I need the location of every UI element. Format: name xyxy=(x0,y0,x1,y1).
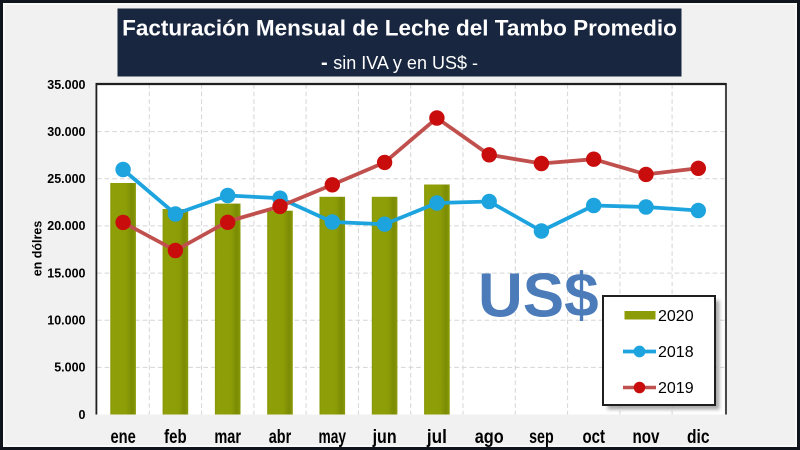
svg-text:2020: 2020 xyxy=(658,308,694,325)
svg-text:en dólres: en dólres xyxy=(30,221,44,277)
svg-text:15.000: 15.000 xyxy=(47,266,85,280)
svg-text:ene: ene xyxy=(110,426,135,448)
svg-text:2019: 2019 xyxy=(658,380,694,397)
svg-text:jul: jul xyxy=(426,426,447,448)
svg-text:mar: mar xyxy=(214,426,241,448)
svg-text:2018: 2018 xyxy=(658,344,694,361)
svg-text:sep: sep xyxy=(529,426,554,448)
svg-text:10.000: 10.000 xyxy=(47,314,85,328)
svg-text:abr: abr xyxy=(269,426,292,448)
svg-text:35.000: 35.000 xyxy=(47,78,85,92)
svg-text:jun: jun xyxy=(372,426,397,448)
svg-text:may: may xyxy=(319,426,347,448)
svg-text:nov: nov xyxy=(633,426,660,448)
svg-text:ago: ago xyxy=(475,426,504,448)
svg-text:5.000: 5.000 xyxy=(54,361,85,375)
svg-text:25.000: 25.000 xyxy=(47,172,85,186)
svg-text:0: 0 xyxy=(79,408,86,422)
svg-text:feb: feb xyxy=(164,426,187,448)
svg-text:20.000: 20.000 xyxy=(47,219,85,233)
svg-text:dic: dic xyxy=(687,426,710,448)
svg-text:oct: oct xyxy=(582,426,605,448)
svg-text:30.000: 30.000 xyxy=(47,125,85,139)
svg-text:- sin IVA y en US$ -: - sin IVA y en US$ - xyxy=(321,52,478,74)
svg-text:US$: US$ xyxy=(478,262,599,331)
svg-text:Facturación Mensual de Leche d: Facturación Mensual de Leche del Tambo P… xyxy=(122,16,677,41)
